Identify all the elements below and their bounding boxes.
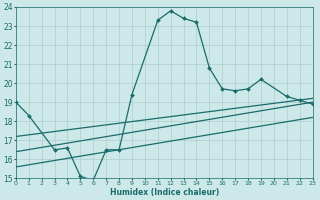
X-axis label: Humidex (Indice chaleur): Humidex (Indice chaleur) — [109, 188, 219, 197]
